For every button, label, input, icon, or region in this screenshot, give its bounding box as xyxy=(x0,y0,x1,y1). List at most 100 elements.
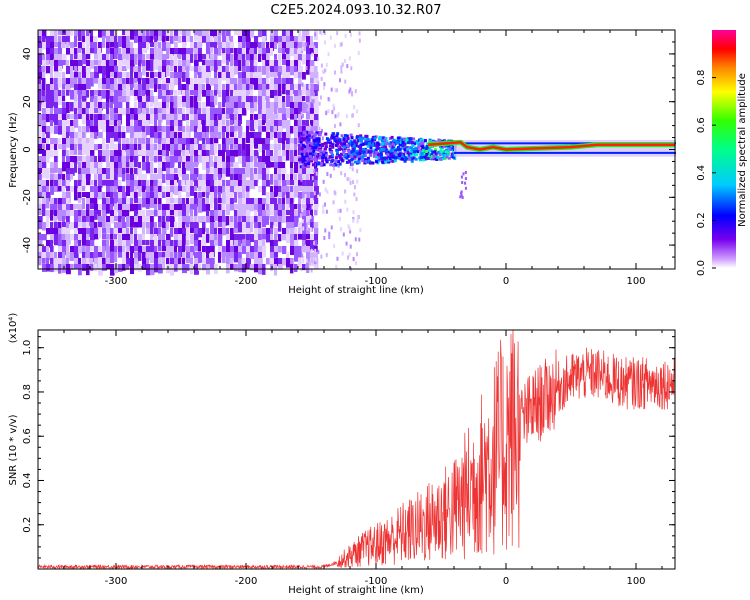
heatmap-cell xyxy=(162,96,167,104)
heatmap-cell xyxy=(218,246,223,258)
heatmap-cell xyxy=(362,150,366,154)
heatmap-cell xyxy=(378,137,382,141)
heatmap-cell xyxy=(294,174,298,186)
heatmap-cell xyxy=(311,163,315,167)
heatmap-cell xyxy=(178,36,182,43)
heatmap-cell xyxy=(286,216,291,226)
heatmap-cell xyxy=(114,174,118,186)
heatmap-cell xyxy=(146,84,150,93)
heatmap-cell xyxy=(410,157,414,161)
heatmap-cell xyxy=(298,204,302,215)
heatmap-cell xyxy=(202,222,206,232)
heatmap-cell xyxy=(106,156,110,166)
heatmap-cell xyxy=(74,102,78,111)
heatmap-cell xyxy=(182,258,186,267)
heatmap-cell xyxy=(294,180,298,192)
heatmap-cell xyxy=(290,246,295,255)
heatmap-cell xyxy=(186,252,191,259)
heatmap-cell xyxy=(114,198,118,204)
heatmap-cell xyxy=(98,174,103,185)
heatmap-cell xyxy=(86,204,90,214)
heatmap-cell xyxy=(90,228,95,238)
heatmap-cell xyxy=(278,36,283,47)
heatmap-cell xyxy=(377,147,381,151)
x-tick-label: -200 xyxy=(235,576,258,587)
heatmap-cell xyxy=(134,222,139,228)
x-tick-label: -300 xyxy=(105,576,128,587)
heatmap-cell xyxy=(90,252,94,263)
heatmap-cell xyxy=(328,147,332,151)
heatmap-cell xyxy=(130,186,134,196)
heatmap-cell xyxy=(70,78,74,88)
heatmap-cell xyxy=(118,36,122,48)
heatmap-cell xyxy=(154,114,158,120)
heatmap-cell xyxy=(258,132,262,140)
heatmap-cell xyxy=(234,222,239,233)
heatmap-cell xyxy=(46,96,50,107)
heatmap-cell xyxy=(238,234,243,244)
heatmap-cell xyxy=(290,90,294,96)
heatmap-cell xyxy=(130,150,135,161)
heatmap-cell xyxy=(242,102,246,114)
heatmap-cell xyxy=(410,146,414,150)
heatmap-cell xyxy=(78,222,82,228)
heatmap-cell xyxy=(170,54,174,63)
heatmap-cell xyxy=(336,142,340,146)
heatmap-cell xyxy=(344,154,348,158)
heatmap-cell xyxy=(154,222,158,231)
heatmap-cell xyxy=(138,198,142,207)
heatmap-cell xyxy=(38,42,43,50)
heatmap-cell xyxy=(102,126,107,132)
heatmap-cell xyxy=(86,138,90,144)
heatmap-cell xyxy=(162,126,166,136)
heatmap-cell xyxy=(210,180,215,188)
colorbar-tick-label: 0.0 xyxy=(696,260,707,276)
x-tick-label: 100 xyxy=(626,276,645,287)
heatmap-cell xyxy=(70,186,75,193)
heatmap-cell xyxy=(206,30,210,38)
heatmap-cell xyxy=(376,141,380,145)
heatmap-cell xyxy=(230,36,234,45)
heatmap-cell xyxy=(134,36,138,43)
heatmap-cell xyxy=(58,198,62,205)
heatmap-cell xyxy=(170,108,175,114)
heatmap-cell xyxy=(78,30,82,42)
heatmap-cell xyxy=(62,78,67,85)
heatmap-cell xyxy=(270,216,275,226)
heatmap-cell xyxy=(82,96,87,102)
heatmap-cell xyxy=(322,153,326,157)
heatmap-cell xyxy=(210,138,214,150)
heatmap-cell xyxy=(254,156,258,165)
heatmap-cell xyxy=(178,120,183,127)
heatmap-cell xyxy=(234,48,238,57)
heatmap-cell xyxy=(222,126,227,133)
heatmap-cell xyxy=(314,102,319,109)
heatmap-cell xyxy=(298,252,302,258)
heatmap-cell xyxy=(166,210,171,221)
heatmap-cell xyxy=(318,143,322,147)
heatmap-cell xyxy=(74,48,78,59)
heatmap-cell xyxy=(190,144,195,155)
heatmap-cell xyxy=(46,186,50,192)
heatmap-cell xyxy=(214,30,218,37)
heatmap-cell xyxy=(403,142,407,146)
heatmap-cell xyxy=(194,144,199,151)
heatmap-cell xyxy=(301,155,305,159)
heatmap-cell xyxy=(214,126,219,136)
heatmap-cell xyxy=(198,114,203,125)
heatmap-cell xyxy=(250,108,254,114)
heatmap-cell xyxy=(106,72,111,83)
heatmap-cell xyxy=(312,136,316,140)
heatmap-cell xyxy=(359,136,363,140)
heatmap-cell xyxy=(130,138,134,146)
heatmap-cell xyxy=(254,72,259,80)
heatmap-cell xyxy=(186,258,191,264)
heatmap-cell xyxy=(348,141,352,145)
heatmap-cell xyxy=(266,168,270,175)
heatmap-cell xyxy=(523,151,526,154)
heatmap-cell xyxy=(226,156,231,167)
heatmap-cell xyxy=(114,228,118,235)
heatmap-cell xyxy=(401,144,405,148)
heatmap-cell xyxy=(198,78,203,90)
heatmap-cell xyxy=(270,78,275,85)
